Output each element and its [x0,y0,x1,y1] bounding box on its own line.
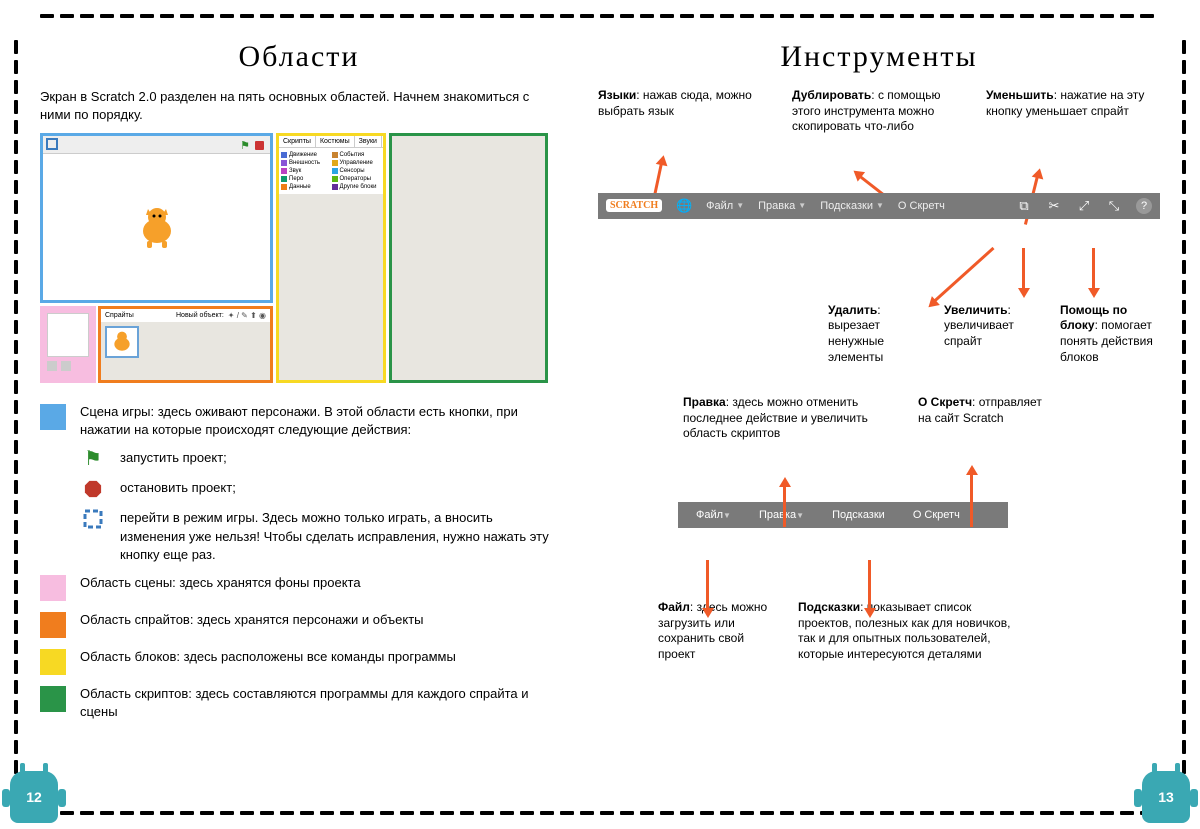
border-top [40,14,1154,18]
left-intro: Экран в Scratch 2.0 разделен на пять осн… [40,88,558,123]
toolbar-group-2: Правка: здесь можно отменить последнее д… [598,395,1160,662]
legend-flag: запустить проект; [120,449,227,467]
callout-edit: Правка: здесь можно отменить последнее д… [683,395,878,442]
tab-scripts: Скрипты [279,136,316,147]
right-title: Инструменты [598,40,1160,74]
area-scripts [389,133,548,383]
scratch-menubar: Файл▼ Правка▼ Подсказки О Скретч [678,502,1008,528]
stop-icon [80,479,106,499]
callout-shrink: Уменьшить: нажатие на эту кнопку уменьша… [986,88,1160,135]
page-number-right: 13 [1142,771,1190,823]
tab-sounds: Звуки [355,136,382,147]
area-stage: ⚑ [40,133,273,303]
menu-edit-2[interactable]: Правка▼ [759,509,804,521]
menu-edit[interactable]: Правка▼ [758,200,806,212]
sprite-header-label: Спрайты [105,312,134,319]
stamp-icon[interactable]: ⧉ [1016,198,1032,214]
legend-scripts: Область скриптов: здесь составляются про… [80,685,558,721]
swatch-blocks [40,649,66,675]
arrow-icon [970,473,973,527]
sprite-header: Спрайты Новый объект: ✦ / ✎ ⬆ ◉ [101,309,270,322]
page-spread: Области Экран в Scratch 2.0 разделен на … [40,40,1160,789]
menu-file-2[interactable]: Файл▼ [696,509,731,521]
scratch-logo: SCRATCH [606,199,662,212]
new-object-icons: ✦ / ✎ ⬆ ◉ [228,311,266,320]
callout-languages: Языки: нажав сюда, можно выбрать язык [598,88,772,135]
arrow-icon [1092,248,1095,290]
legend-fullscreen: перейти в режим игры. Здесь можно только… [120,509,558,564]
legend-sprites: Область спрайтов: здесь хранятся персона… [80,611,424,629]
swatch-stage [40,404,66,430]
tab-costumes: Костюмы [316,136,355,147]
area-scene [40,306,96,383]
arrow-icon [933,247,994,303]
area-blocks: Скрипты Костюмы Звуки ДвижениеСобытияВне… [276,133,386,383]
swatch-sprites [40,612,66,638]
legend-blocks: Область блоков: здесь расположены все ко… [80,648,456,666]
callout-grow: Увеличить: увеличивает спрайт [944,303,1044,365]
arrow-icon [783,485,786,527]
new-object-label: Новый объект: [176,312,224,319]
menu-about-2[interactable]: О Скретч [913,509,960,521]
callout-help: Помощь по блоку: помогает понять действи… [1060,303,1160,365]
callout-delete: Удалить: вырезает ненужные элементы [828,303,928,365]
left-page: Области Экран в Scratch 2.0 разделен на … [40,40,578,789]
flag-icon: ⚑ [240,139,250,152]
scratch-layout-mock: ⚑ [40,133,548,383]
menu-about[interactable]: О Скретч [898,200,945,212]
legend-stop: остановить проект; [120,479,236,497]
callout-about: О Скретч: отправляет на сайт Scratch [918,395,1048,442]
scratch-toolbar: SCRATCH 🌐 Файл▼ Правка▼ Подсказки▼ О Скр… [598,193,1160,219]
legend: Сцена игры: здесь оживают персонажи. В э… [40,403,558,721]
sprite-thumb [105,326,139,358]
flag-icon: ⚑ [80,449,106,469]
stage-toolbar: ⚑ [43,136,270,154]
stage-body [43,154,270,300]
arrow-icon [868,560,871,610]
globe-icon[interactable]: 🌐 [676,198,692,214]
swatch-scripts [40,686,66,712]
page-number-left: 12 [10,771,58,823]
stop-icon [255,141,264,150]
toolbar-group-1: Языки: нажав сюда, можно выбрать язык Ду… [598,88,1160,365]
menu-tips-2[interactable]: Подсказки [832,509,885,521]
border-bottom [40,811,1154,815]
menu-file[interactable]: Файл▼ [706,200,744,212]
border-left [14,40,18,794]
shrink-icon[interactable]: ⤡ [1106,198,1122,214]
fullscreen-icon [80,509,106,529]
grow-icon[interactable]: ⤢ [1076,198,1092,214]
arrow-icon [1022,248,1025,290]
cat-sprite-icon [137,205,177,249]
blocks-palette: ДвижениеСобытияВнешностьУправлениеЗвукСе… [279,148,383,194]
left-title: Области [40,40,558,74]
legend-scene: Область сцены: здесь хранятся фоны проек… [80,574,361,592]
arrow-icon [706,560,709,610]
help-icon[interactable]: ? [1136,198,1152,214]
border-right [1182,40,1186,794]
swatch-scene [40,575,66,601]
scissors-icon[interactable]: ✂ [1046,198,1062,214]
right-page: Инструменты Языки: нажав сюда, можно выб… [578,40,1160,789]
fullscreen-icon [46,138,58,150]
callout-tips: Подсказки: показывает список проектов, п… [798,600,1028,662]
legend-stage: Сцена игры: здесь оживают персонажи. В э… [80,403,558,439]
area-sprites: Спрайты Новый объект: ✦ / ✎ ⬆ ◉ [98,306,273,383]
menu-tips[interactable]: Подсказки▼ [820,200,884,212]
callout-duplicate: Дублировать: с помощью этого инструмента… [792,88,966,135]
